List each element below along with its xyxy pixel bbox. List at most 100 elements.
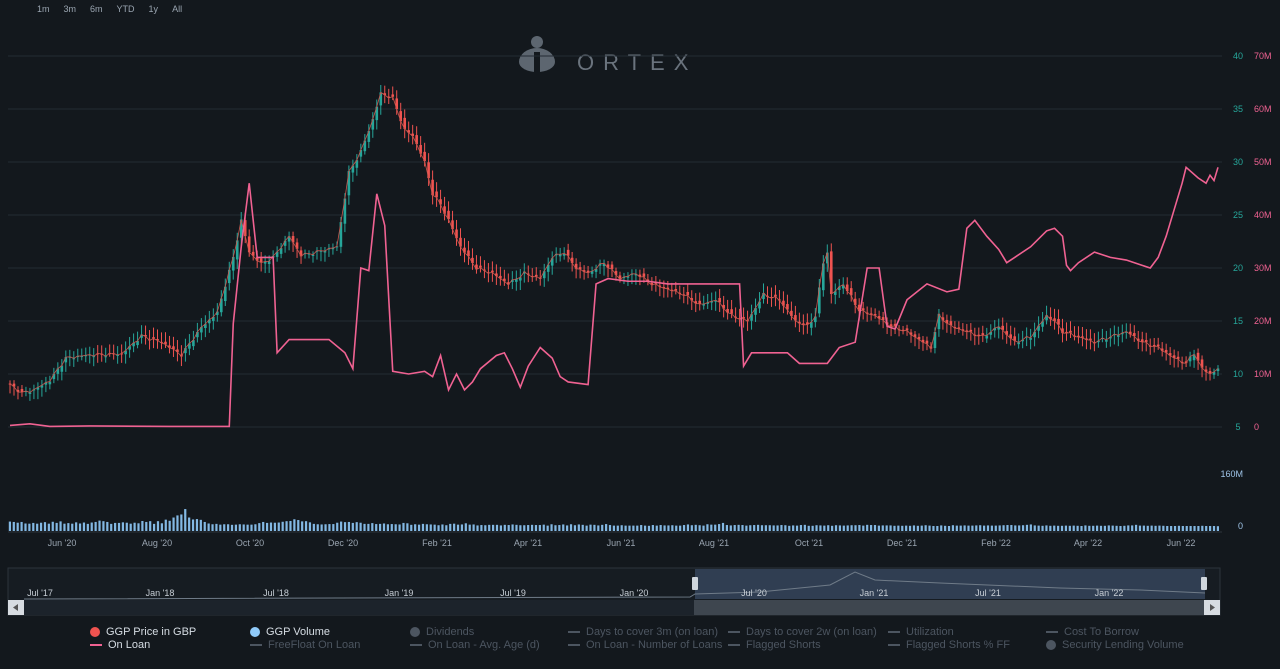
navigator-left-handle[interactable]: [692, 577, 698, 590]
volume-bar: [168, 520, 171, 531]
price-candle: [774, 294, 777, 297]
price-candle: [84, 355, 88, 357]
volume-bar: [885, 525, 888, 531]
navigator-tick-label: Jan '20: [620, 588, 649, 598]
price-candle: [1168, 353, 1172, 356]
price-candle: [682, 294, 686, 296]
volume-bar: [803, 524, 806, 531]
price-candle: [1152, 344, 1156, 347]
watermark-logo: ORTEX: [519, 36, 688, 75]
legend-item[interactable]: On Loan: [90, 639, 150, 651]
price-candle: [1172, 355, 1176, 359]
volume-bar: [8, 521, 11, 531]
price-candle: [403, 117, 406, 129]
price-candle: [40, 385, 44, 388]
legend-item[interactable]: Utilization: [888, 626, 954, 638]
volume-bar: [1068, 525, 1071, 531]
price-candle: [937, 313, 941, 330]
navigator-selection[interactable]: [695, 569, 1205, 599]
volume-bar: [608, 525, 612, 531]
price-candle: [1033, 331, 1036, 338]
range-3m-button[interactable]: 3m: [63, 4, 77, 14]
price-candle: [152, 337, 155, 339]
navigator-tick-label: Jan '18: [146, 588, 175, 598]
price-candle: [770, 297, 773, 299]
volume-bar: [211, 524, 214, 531]
volume-bar: [916, 525, 919, 531]
navigator[interactable]: Jul '17 Jan '18 Jul '18 Jan '19 Jul '19 Jan '…: [7, 567, 1221, 616]
volume-bar: [877, 525, 880, 531]
legend-item[interactable]: On Loan - Avg. Age (d): [410, 639, 540, 651]
volume-bar: [1006, 525, 1009, 531]
volume-bar: [760, 525, 764, 531]
chart-area[interactable]: ORTEX 5 10 15 20 25 30 35 40 0 10M 20M 30M 40M 50M 60…: [0, 0, 1280, 625]
price-candle: [822, 263, 825, 291]
price-candle: [220, 298, 223, 313]
price-candle: [965, 330, 969, 332]
range-1y-button[interactable]: 1y: [148, 4, 159, 14]
range-1m-button[interactable]: 1m: [37, 4, 50, 14]
legend-item[interactable]: Flagged Shorts: [728, 639, 821, 651]
navigator-tick-label: Jul '17: [27, 588, 53, 598]
range-ytd-button[interactable]: YTD: [116, 4, 135, 14]
price-candle: [367, 131, 371, 142]
scrollbar-thumb[interactable]: [694, 600, 1204, 615]
left-axis-tick-label: 5: [1235, 422, 1240, 432]
volume-bar: [141, 520, 144, 531]
volume-bar: [1197, 525, 1200, 531]
volume-bar: [1014, 525, 1017, 531]
price-candle: [291, 236, 295, 243]
right-axis-tick-label: 10M: [1254, 369, 1272, 379]
legend-item[interactable]: Cost To Borrow: [1046, 626, 1139, 638]
navigator-right-handle[interactable]: [1201, 577, 1207, 590]
volume-bar: [940, 525, 943, 531]
price-candle: [1069, 330, 1072, 333]
volume-bar: [164, 519, 167, 531]
navigator-series-line: [23, 571, 1206, 600]
price-candle: [610, 264, 614, 270]
price-candle: [351, 165, 355, 173]
volume-bar: [901, 525, 904, 531]
range-all-button[interactable]: All: [172, 4, 183, 14]
volume-bar: [441, 524, 444, 531]
x-axis-tick-label: Apr '22: [1074, 538, 1102, 548]
volume-bar: [1037, 525, 1040, 531]
volume-bar: [897, 525, 900, 531]
legend-item[interactable]: Days to cover 2w (on loan): [728, 626, 877, 638]
volume-bar: [772, 525, 775, 531]
volume-axis: 0 160M: [8, 469, 1243, 533]
scrollbar-track[interactable]: [24, 600, 694, 615]
legend-item[interactable]: Days to cover 3m (on loan): [568, 626, 718, 638]
legend-item[interactable]: Flagged Shorts % FF: [888, 639, 1010, 651]
volume-bar: [398, 524, 401, 531]
volume-bar: [1209, 525, 1212, 531]
legend-dot-icon: [250, 627, 260, 637]
navigator-tick-label: Jan '21: [860, 588, 889, 598]
volume-bar: [172, 517, 175, 531]
legend-item[interactable]: Dividends: [410, 626, 474, 638]
volume-bar: [955, 525, 958, 531]
price-candle: [993, 328, 997, 331]
legend-item[interactable]: GGP Price in GBP: [90, 626, 196, 638]
volume-bar: [1115, 525, 1118, 531]
legend-item[interactable]: GGP Volume: [250, 626, 330, 638]
price-candle: [690, 298, 694, 301]
legend-item[interactable]: On Loan - Number of Loans: [568, 639, 722, 651]
price-candle: [243, 220, 247, 237]
x-axis-tick-label: Jun '20: [48, 538, 77, 548]
legend-item[interactable]: FreeFloat On Loan: [250, 639, 360, 651]
price-candle: [196, 331, 199, 338]
range-6m-button[interactable]: 6m: [90, 4, 103, 14]
volume-bar: [324, 524, 327, 531]
price-candle: [116, 355, 119, 357]
logo-head-icon: [531, 36, 543, 48]
price-candle: [889, 324, 893, 327]
volume-bar: [199, 519, 202, 531]
legend-item[interactable]: Security Lending Volume: [1046, 639, 1184, 651]
volume-bar: [503, 524, 506, 531]
price-candle: [1184, 361, 1188, 364]
price-candle: [829, 251, 833, 294]
volume-bar: [43, 522, 47, 531]
price-candle: [168, 345, 171, 348]
price-candle: [387, 96, 391, 98]
